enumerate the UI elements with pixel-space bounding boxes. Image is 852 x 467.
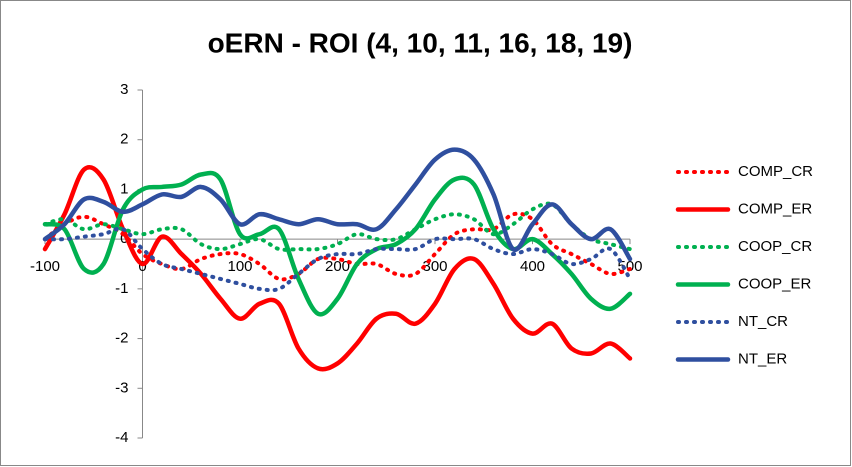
y-tick-label: 1 xyxy=(120,180,128,197)
y-tick-label: 0 xyxy=(120,230,128,247)
x-tick-label: 300 xyxy=(422,258,447,275)
x-tick-label: 0 xyxy=(138,258,146,275)
legend-label: NT_CR xyxy=(738,313,788,330)
data-line xyxy=(43,201,632,252)
x-tick-label: 200 xyxy=(325,258,350,275)
y-tick-label: -4 xyxy=(115,429,128,446)
legend-label: COOP_ER xyxy=(738,275,812,292)
data-line xyxy=(42,147,633,262)
y-tick-label: -2 xyxy=(115,330,128,347)
data-line xyxy=(42,165,633,372)
y-tick-label: 3 xyxy=(120,81,128,98)
data-line xyxy=(42,170,633,317)
legend-label: COMP_CR xyxy=(738,163,813,180)
legend-label: COMP_ER xyxy=(738,200,812,217)
y-tick-label: 2 xyxy=(120,131,128,148)
x-tick-label: 100 xyxy=(227,258,252,275)
legend-label: NT_ER xyxy=(738,350,787,367)
y-tick-label: -3 xyxy=(115,379,128,396)
x-tick-label: -100 xyxy=(30,258,60,275)
x-tick-label: 400 xyxy=(520,258,545,275)
data-line xyxy=(43,226,632,293)
legend-label: COOP_CR xyxy=(738,238,812,255)
chart-title: oERN - ROI (4, 10, 11, 16, 18, 19) xyxy=(208,27,633,58)
y-tick-label: -1 xyxy=(115,280,128,297)
